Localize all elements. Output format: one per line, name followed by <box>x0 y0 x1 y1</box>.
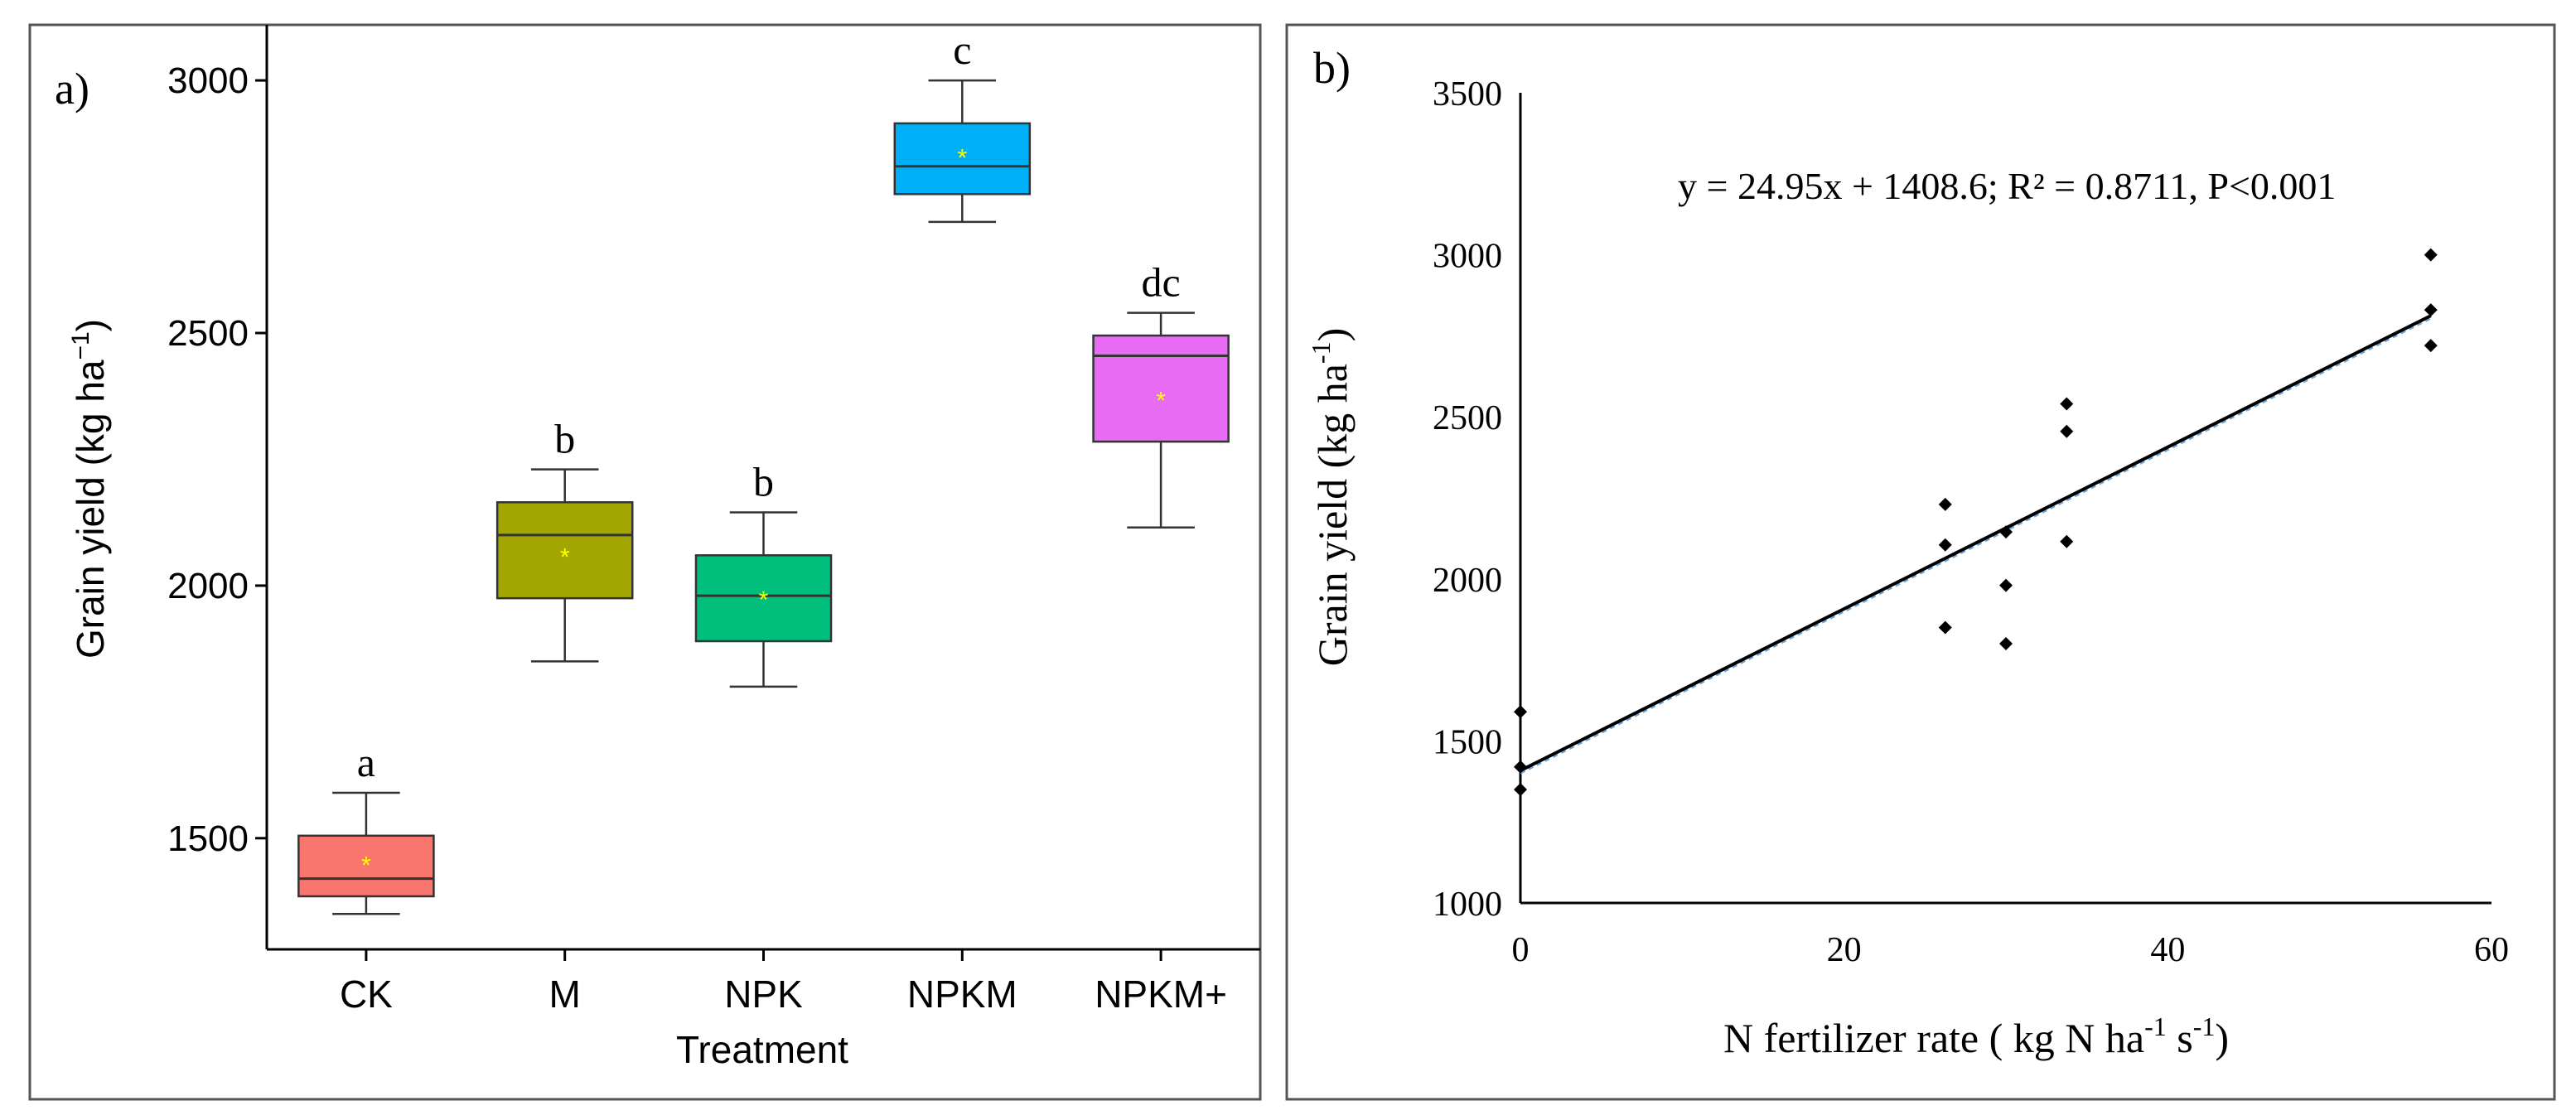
mean-marker: * <box>1156 387 1166 414</box>
mean-marker: * <box>759 587 769 614</box>
mean-marker: * <box>957 145 967 172</box>
panel-a-frame <box>28 23 1262 1101</box>
significance-letter: dc <box>1141 259 1180 306</box>
trendline-dashed <box>1520 316 2432 775</box>
data-point <box>1999 637 2013 651</box>
x-tick-label: M <box>549 973 581 1016</box>
data-point <box>2424 303 2438 317</box>
regression-equation: y = 24.95x + 1408.6; R² = 0.8711, P<0.00… <box>1678 165 2336 207</box>
mean-marker: * <box>361 852 371 879</box>
panel-a-x-ticks: CK M NPK NPKM NPKM+ <box>340 949 1227 1016</box>
x-tick-label: CK <box>340 973 393 1016</box>
x-tick-label: 20 <box>1827 931 1862 969</box>
scatter-panel: b) 1000 1500 2000 2500 3000 3500 0 20 40 60 y = … <box>1306 43 2509 1061</box>
data-point <box>2060 534 2074 548</box>
panel-a-label: a) <box>55 64 89 113</box>
box-npkm <box>893 122 1032 196</box>
data-point <box>1999 525 2013 539</box>
y-tick-label: 2000 <box>167 566 249 606</box>
data-point <box>1938 620 1952 635</box>
panel-b-x-ticks: 0 20 40 60 <box>1512 931 2510 969</box>
panel-b-y-ticks: 1000 1500 2000 2500 3000 3500 <box>1433 75 1502 924</box>
data-point <box>2424 248 2438 262</box>
x-tick-label: 0 <box>1512 931 1530 969</box>
box-m <box>495 501 634 600</box>
panel-b-y-axis-title: Grain yield (kg ha-1) <box>1306 328 1356 666</box>
mean-marker: * <box>560 543 570 571</box>
y-tick-label: 1500 <box>167 818 249 859</box>
panel-a-boxes: * a * b * b * c * dc <box>297 27 1230 915</box>
y-tick-label: 2500 <box>1433 399 1502 437</box>
data-point <box>1514 783 1527 797</box>
box-plot-panel: a) 1500 2000 2500 3000 CK M NPK NPKM NPKM+ * a * b… <box>55 25 1260 1071</box>
data-point <box>2060 397 2074 411</box>
data-point <box>1514 705 1527 719</box>
significance-letter: b <box>753 458 774 504</box>
data-point <box>1999 578 2013 592</box>
panel-a-y-axis-title: Grain yield (kg ha−1) <box>67 319 112 659</box>
y-tick-label: 3500 <box>1433 75 1502 113</box>
data-point <box>1938 538 1952 552</box>
x-tick-label: NPKM <box>907 973 1017 1016</box>
box-npk <box>694 554 833 643</box>
data-point <box>1514 760 1527 774</box>
significance-letter: c <box>953 27 971 73</box>
panel-b-frame <box>1285 23 2556 1101</box>
y-tick-label: 3000 <box>1433 238 1502 276</box>
x-tick-label: 60 <box>2474 931 2509 969</box>
y-tick-label: 2500 <box>167 313 249 354</box>
x-tick-label: NPK <box>724 973 803 1016</box>
data-point <box>2424 339 2438 353</box>
box-ck <box>297 834 435 898</box>
panel-b-x-axis-title: N fertilizer rate ( kg N ha-1 s-1) <box>1723 1011 2229 1061</box>
panel-b-points <box>1514 248 2438 797</box>
y-tick-label: 1500 <box>1433 723 1502 761</box>
y-tick-label: 3000 <box>167 60 249 101</box>
panel-b-trendline <box>1520 314 2432 775</box>
trendline <box>1520 314 2432 772</box>
panel-a-x-axis-title: Treatment <box>676 1028 848 1071</box>
x-tick-label: 40 <box>2150 931 2185 969</box>
x-tick-label: NPKM+ <box>1095 973 1227 1016</box>
y-tick-label: 2000 <box>1433 562 1502 600</box>
panel-b-label: b) <box>1313 43 1351 93</box>
data-point <box>2060 424 2074 438</box>
data-point <box>1938 497 1952 511</box>
significance-letter: a <box>357 739 375 785</box>
panel-a-y-ticks: 1500 2000 2500 3000 <box>167 60 267 859</box>
significance-letter: b <box>554 416 575 462</box>
y-tick-label: 1000 <box>1433 886 1502 924</box>
box-npkm-plus <box>1092 334 1230 443</box>
